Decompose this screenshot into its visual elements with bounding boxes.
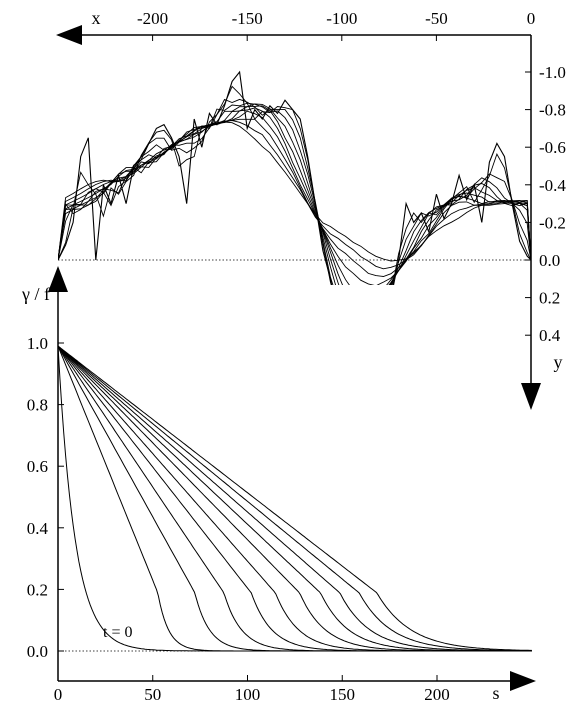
gamma-curve bbox=[58, 345, 532, 651]
top-x-tick-label: -100 bbox=[326, 9, 357, 28]
bottom-y-tick-label: 1.0 bbox=[27, 334, 48, 353]
smoothed-curve bbox=[58, 120, 532, 270]
top-x-tick-label: -200 bbox=[137, 9, 168, 28]
noisy-curve bbox=[58, 70, 532, 285]
top-y-tick-label: 0.2 bbox=[539, 289, 560, 308]
top-y-tick-label: 0.4 bbox=[539, 326, 561, 345]
bottom-ticks: 0 50 100 150 200 0.0 0.2 0.4 0.6 0.8 1.0 bbox=[27, 334, 450, 704]
bottom-x-tick-label: 0 bbox=[54, 685, 63, 704]
bottom-y-tick-label: 0.6 bbox=[27, 457, 48, 476]
bottom-y-axis-label: γ / f bbox=[21, 284, 50, 304]
top-y-tick-label: -0.8 bbox=[539, 101, 566, 120]
gamma-curve bbox=[58, 345, 532, 652]
bottom-y-tick-label: 0.8 bbox=[27, 396, 48, 415]
top-y-axis-arrow bbox=[521, 383, 541, 410]
bottom-x-tick-label: 200 bbox=[424, 685, 450, 704]
gamma-curve bbox=[58, 345, 532, 652]
t0-annotation: t = 0 bbox=[103, 624, 132, 641]
top-curves bbox=[58, 70, 532, 285]
gamma-curve bbox=[58, 345, 532, 652]
top-y-tick-label: -0.4 bbox=[539, 176, 566, 195]
top-x-axis-label: x bbox=[92, 8, 101, 28]
top-x-tick-label: 0 bbox=[527, 9, 536, 28]
smoothed-curve bbox=[58, 85, 532, 285]
top-y-tick-label: 0.0 bbox=[539, 251, 560, 270]
bottom-x-tick-label: 100 bbox=[235, 685, 261, 704]
gamma-curve bbox=[58, 345, 532, 652]
gamma-curve bbox=[58, 345, 532, 652]
bottom-y-tick-label: 0.2 bbox=[27, 580, 48, 599]
smoothed-curve bbox=[58, 103, 532, 285]
top-y-tick-label: -1.0 bbox=[539, 63, 566, 82]
gamma-curve bbox=[58, 346, 532, 652]
gamma-curve bbox=[58, 345, 532, 652]
top-ticks: -200 -150 -100 -50 0 -1.0 -0.8 -0.6 -0.4 -0.2 0.0 0… bbox=[137, 9, 566, 345]
top-y-axis-label: y bbox=[554, 352, 563, 372]
bottom-x-tick-label: 150 bbox=[330, 685, 356, 704]
top-x-tick-label: -150 bbox=[232, 9, 263, 28]
gamma-curve bbox=[58, 345, 532, 652]
top-y-tick-label: -0.6 bbox=[539, 138, 566, 157]
gamma-curve bbox=[58, 345, 532, 652]
bottom-y-axis-arrow bbox=[48, 266, 68, 292]
gamma-curve bbox=[58, 345, 532, 652]
bottom-y-tick-label: 0.0 bbox=[27, 642, 48, 661]
bottom-x-axis-label: s bbox=[492, 683, 499, 703]
top-x-tick-label: -50 bbox=[425, 9, 448, 28]
smoothed-curve bbox=[58, 105, 532, 285]
top-chart: x y -200 -150 -100 -50 0 -1.0 -0.8 -0.6 -0.4 -0.2… bbox=[56, 8, 566, 410]
bottom-chart: γ / f s 0 50 100 150 200 0.0 0.2 0.4 0.6 0.8 1.0 t… bbox=[21, 266, 536, 704]
smoothed-curve bbox=[58, 102, 532, 285]
bottom-y-tick-label: 0.4 bbox=[27, 519, 49, 538]
bottom-curves bbox=[58, 345, 532, 652]
top-x-axis-arrow bbox=[56, 25, 82, 45]
bottom-x-axis-arrow bbox=[510, 671, 536, 691]
bottom-x-tick-label: 50 bbox=[144, 685, 161, 704]
top-y-tick-label: -0.2 bbox=[539, 213, 566, 232]
